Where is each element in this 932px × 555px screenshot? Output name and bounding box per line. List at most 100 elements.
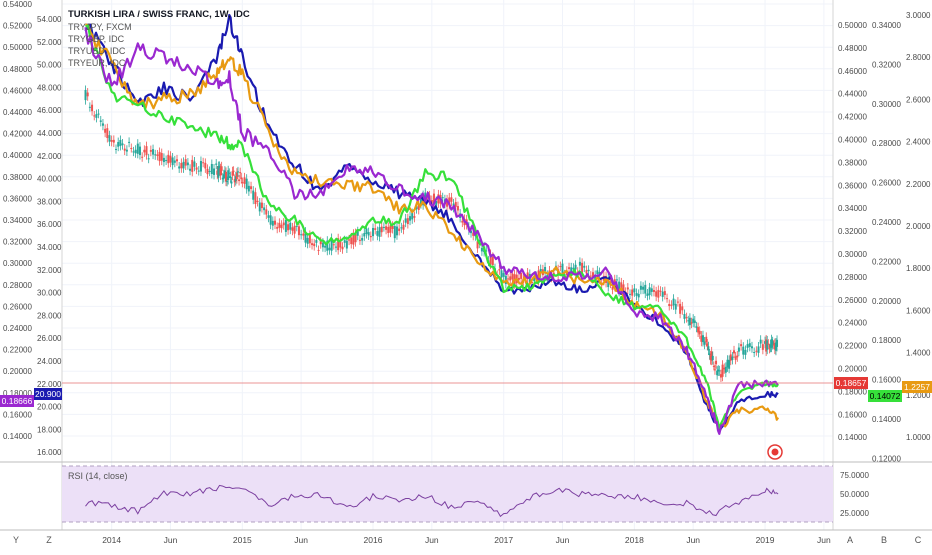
- rsi-tick-label: 75.0000: [840, 471, 869, 480]
- candle-body: [734, 356, 737, 360]
- bottom-button-y[interactable]: Y: [13, 535, 19, 545]
- candle-body: [744, 349, 747, 355]
- price-candles: [84, 85, 779, 382]
- rsi-label[interactable]: RSI (14, close): [68, 471, 128, 481]
- candle-body: [160, 153, 163, 161]
- candle-body: [715, 360, 718, 365]
- right-middle-tick-label: 0.26000: [872, 179, 901, 188]
- left-outer-tick-label: 0.16000: [3, 410, 32, 419]
- candle-body: [768, 348, 771, 350]
- legend-item-tryusd[interactable]: TRYUSD, IDC: [68, 46, 126, 56]
- right-middle-price-axis[interactable]: 0.34000 0.32000 0.30000 0.28000 0.26000 0.240…: [872, 21, 901, 463]
- candle-body: [648, 287, 651, 296]
- candle-body: [507, 278, 510, 280]
- candle-body: [223, 170, 226, 175]
- left-outer-tick-label: 0.36000: [3, 194, 32, 203]
- right-inner-tick-label: 0.20000: [838, 365, 867, 374]
- candle-body: [697, 327, 700, 333]
- right-inner-tick-label: 0.50000: [838, 21, 867, 30]
- candle-body: [238, 179, 241, 182]
- time-tick-label: 2018: [625, 535, 644, 545]
- left-outer-tick-label: 0.28000: [3, 281, 32, 290]
- candle-body: [306, 237, 309, 244]
- bottom-button-z[interactable]: Z: [46, 535, 52, 545]
- candle-body: [276, 226, 279, 229]
- legend-item-tryeur[interactable]: TRYEUR, IDC: [68, 58, 126, 68]
- candle-body: [293, 225, 296, 234]
- candle-body: [372, 227, 375, 237]
- right-inner-price-axis[interactable]: 0.50000 0.48000 0.46000 0.44000 0.42000 0.400…: [838, 21, 867, 442]
- candle-body: [583, 265, 586, 268]
- right-inner-tick-label: 0.14000: [838, 433, 867, 442]
- right-inner-tick-label: 0.38000: [838, 158, 867, 167]
- candle-body: [430, 199, 433, 204]
- candle-body: [369, 235, 372, 238]
- candle-body: [766, 340, 769, 350]
- series-line-tryusd: [85, 24, 780, 430]
- candle-body: [334, 246, 337, 248]
- bottom-button-c[interactable]: C: [915, 535, 922, 545]
- candle-body: [746, 344, 749, 348]
- right-inner-tick-label: 0.40000: [838, 136, 867, 145]
- time-tick-label: Jun: [294, 535, 308, 545]
- right-inner-tick-label: 0.44000: [838, 90, 867, 99]
- bottom-button-a[interactable]: A: [847, 535, 853, 545]
- candle-body: [711, 355, 714, 361]
- event-marker[interactable]: [767, 444, 783, 460]
- candle-body: [572, 267, 575, 270]
- bottom-button-b[interactable]: B: [881, 535, 887, 545]
- candle-body: [258, 202, 261, 212]
- right-inner-tick-label: 0.16000: [838, 410, 867, 419]
- candle-body: [705, 336, 708, 343]
- candle-body: [165, 160, 168, 162]
- time-axis[interactable]: 2014 Jun 2015 Jun 2016 Jun 2017 Jun 2018 Jun 2019 J…: [102, 535, 831, 545]
- candle-body: [361, 237, 364, 241]
- left-outer-price-axis[interactable]: 0.54000 0.52000 0.50000 0.48000 0.46000 0.440…: [3, 0, 32, 441]
- candle-body: [470, 230, 473, 234]
- rsi-axis[interactable]: 75.0000 50.0000 25.0000: [840, 471, 869, 518]
- left-outer-tick-label: 0.46000: [3, 86, 32, 95]
- right-outer-price-axis[interactable]: 3.0000 2.8000 2.6000 2.4000 2.2000 2.0000 1.80…: [906, 11, 931, 442]
- right-outer-tick-label: 1.4000: [906, 349, 931, 358]
- candle-body: [398, 228, 401, 231]
- time-tick-label: Jun: [164, 535, 178, 545]
- candle-body: [221, 177, 224, 180]
- candle-body: [363, 233, 366, 237]
- candle-body: [330, 237, 333, 251]
- right-inner-tick-label: 0.32000: [838, 227, 867, 236]
- candle-body: [707, 346, 710, 351]
- left-inner-price-axis[interactable]: 54.000 52.000 50.000 48.000 46.000 44.000 42.0…: [37, 15, 62, 457]
- rsi-tick-label: 50.0000: [840, 490, 869, 499]
- candle-body: [263, 207, 266, 211]
- candle-body: [143, 149, 146, 153]
- candle-body: [191, 159, 194, 172]
- candle-body: [218, 165, 221, 172]
- candle-body: [441, 197, 444, 199]
- candle-body: [227, 170, 230, 181]
- left-outer-tick-label: 0.48000: [3, 65, 32, 74]
- legend-item-tryjpy[interactable]: TRYJPY, FXCM: [68, 22, 132, 32]
- candle-body: [254, 192, 257, 205]
- right-outer-tick-label: 2.8000: [906, 53, 931, 62]
- right-middle-tick-label: 0.28000: [872, 139, 901, 148]
- candle-body: [317, 249, 320, 251]
- candle-body: [256, 200, 259, 202]
- candle-body: [302, 233, 305, 236]
- candle-body: [578, 261, 581, 266]
- legend-item-trygbp[interactable]: TRYGBP, IDC: [68, 34, 125, 44]
- right-inner-tick-label: 0.34000: [838, 204, 867, 213]
- candle-body: [88, 106, 91, 108]
- candle-body: [324, 245, 327, 248]
- candle-body: [611, 286, 614, 290]
- candle-body: [589, 275, 592, 277]
- left-inner-tick-label: 52.000: [37, 38, 62, 47]
- candle-body: [128, 141, 131, 143]
- left-inner-tick-label: 40.000: [37, 175, 62, 184]
- candle-body: [260, 202, 263, 209]
- candle-body: [339, 240, 342, 248]
- candle-body: [576, 271, 579, 273]
- event-marker-dot: [771, 448, 779, 456]
- candle-body: [345, 240, 348, 249]
- candle-body: [679, 303, 682, 314]
- candle-body: [352, 233, 355, 245]
